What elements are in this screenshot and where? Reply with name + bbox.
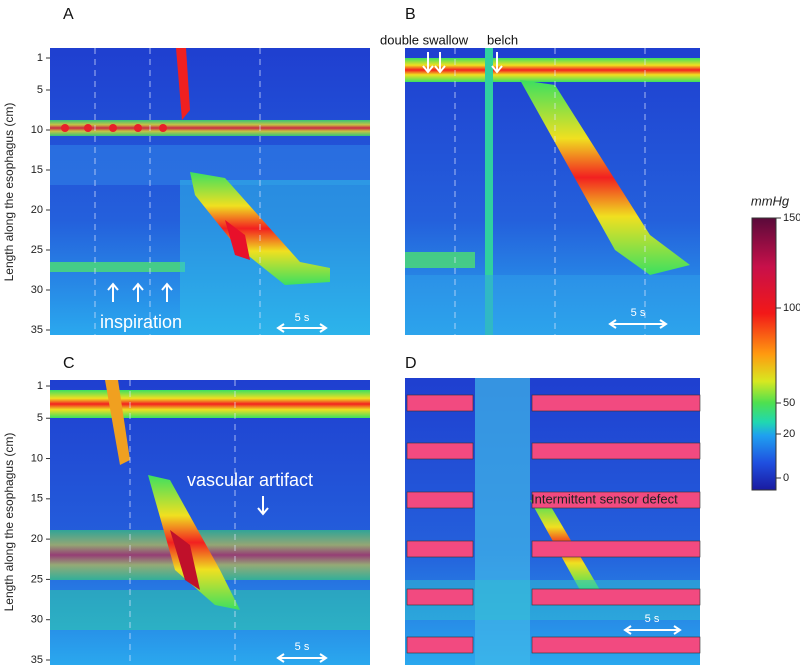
y-axis-label: Length along the esophagus (cm) — [2, 433, 16, 612]
y-tick-label: 25 — [31, 573, 43, 585]
colorbar — [751, 217, 777, 491]
scale-bar: 5 s — [631, 307, 646, 319]
annotation: Intermittent sensor defect — [531, 491, 678, 506]
y-tick-label: 15 — [31, 164, 43, 176]
panel-label: A — [63, 6, 74, 23]
colorbar-tick-label: 0 — [783, 472, 789, 484]
y-tick-label: 1 — [37, 380, 43, 392]
panel-b: double swallow belch 5 s — [380, 32, 700, 335]
y-tick-label: 30 — [31, 284, 43, 296]
panel-label: C — [63, 355, 75, 372]
colorbar-unit: mmHg — [751, 193, 790, 208]
y-axis-label: Length along the esophagus (cm) — [2, 103, 16, 282]
panel-label: B — [405, 6, 416, 23]
y-tick-label: 30 — [31, 614, 43, 626]
colorbar-tick-label: 50 — [783, 397, 795, 409]
scale-bar: 5 s — [295, 641, 310, 653]
annotation: vascular artifact — [187, 470, 313, 490]
y-tick-label: 5 — [37, 84, 43, 96]
y-tick-label: 10 — [31, 452, 43, 464]
panel-label: D — [405, 355, 417, 372]
colorbar-tick-label: 150 — [783, 212, 800, 224]
annotation: double swallow — [380, 32, 469, 47]
panel-d: Intermittent sensor defect 5 s — [405, 378, 701, 665]
annotation: inspiration — [100, 312, 182, 332]
y-tick-label: 15 — [31, 493, 43, 505]
y-tick-label: 1 — [37, 52, 43, 64]
colorbar-tick-label: 20 — [783, 428, 795, 440]
y-tick-label: 35 — [31, 654, 43, 666]
colorbar-tick-label: 100 — [783, 302, 800, 314]
scale-bar: 5 s — [295, 312, 310, 324]
y-tick-label: 20 — [31, 533, 43, 545]
y-tick-label: 10 — [31, 124, 43, 136]
panel-a: inspiration 5 s — [50, 48, 370, 335]
scale-bar: 5 s — [645, 613, 660, 625]
annotation: belch — [487, 32, 518, 47]
y-tick-label: 25 — [31, 244, 43, 256]
y-tick-label: 5 — [37, 412, 43, 424]
y-tick-label: 20 — [31, 204, 43, 216]
y-tick-label: 35 — [31, 324, 43, 336]
panel-c: vascular artifact 5 s — [50, 380, 370, 665]
